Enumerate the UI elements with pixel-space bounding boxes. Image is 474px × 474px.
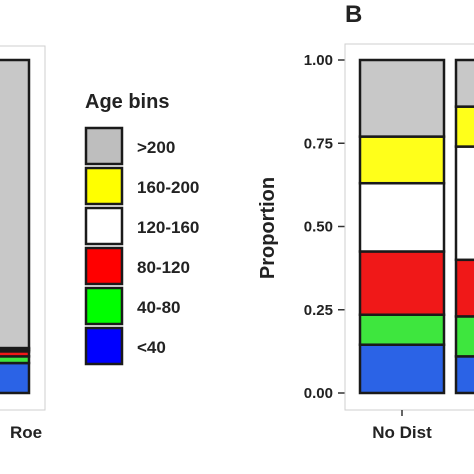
- no-dist-bar-segment-80-120: [358, 250, 446, 316]
- no-dist-bar-segment-160-200: [358, 135, 446, 185]
- legend-label: 120-160: [137, 218, 199, 237]
- y-tick-label: 0.50: [304, 219, 333, 236]
- no-dist-bar-segment-gt200: [358, 58, 446, 138]
- second-bar-segment-40-80: [454, 315, 474, 358]
- legend-label: 160-200: [137, 178, 199, 197]
- legend-label: >200: [137, 138, 175, 157]
- y-tick-label: 0.75: [304, 135, 333, 152]
- y-tick-label: 0.00: [304, 385, 333, 402]
- panel-b-label: B: [345, 1, 362, 28]
- y-axis: 0.00 0.25 0.50 0.75 1.00: [304, 52, 345, 402]
- panel-a-bar-segment-lt40: [0, 361, 31, 395]
- panel-b-bars: [358, 58, 474, 395]
- no-dist-bar-segment-40-80: [358, 313, 446, 346]
- legend-label: 40-80: [137, 298, 180, 317]
- second-bar-segment-160-200: [454, 105, 474, 148]
- second-bar-segment-gt200: [454, 58, 474, 108]
- y-tick-label: 1.00: [304, 52, 333, 69]
- y-axis-label: Proportion: [257, 177, 279, 279]
- legend-title: Age bins: [85, 91, 169, 113]
- legend-swatch: [84, 326, 124, 366]
- legend-swatch: [84, 166, 124, 206]
- no-dist-bar-segment-120-160: [358, 181, 446, 253]
- second-bar-segment-80-120: [454, 258, 474, 318]
- x-axis: No Dist: [372, 410, 432, 442]
- legend: >200 160-200 120-160 80-120 40-80 <40: [84, 126, 199, 366]
- panel-a-bars: [0, 58, 31, 395]
- legend-swatch: [84, 206, 124, 246]
- legend-label: <40: [137, 338, 166, 357]
- legend-swatch: [84, 286, 124, 326]
- y-tick-label: 0.25: [304, 302, 333, 319]
- panel-a-category-label: Roe: [10, 423, 42, 442]
- second-bar-segment-120-160: [454, 145, 474, 262]
- second-bar-segment-lt40: [454, 355, 474, 395]
- no-dist-bar-segment-lt40: [358, 343, 446, 395]
- legend-swatch: [84, 126, 124, 166]
- legend-label: 80-120: [137, 258, 190, 277]
- x-tick-label: No Dist: [372, 423, 432, 442]
- legend-swatch: [84, 246, 124, 286]
- panel-a-bar-segment-gt200: [0, 58, 31, 350]
